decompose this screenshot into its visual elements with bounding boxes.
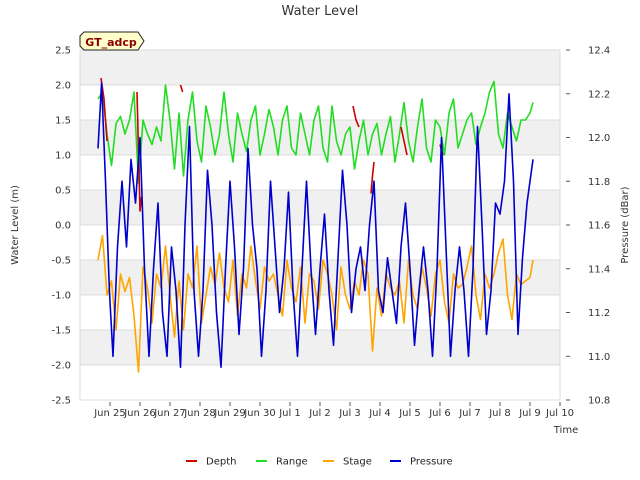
plot-band xyxy=(80,225,560,260)
x-tick-label: Jun 29 xyxy=(213,408,246,419)
legend-label-range: Range xyxy=(276,457,308,468)
legend-label-pressure: Pressure xyxy=(410,457,453,468)
series-line-stage xyxy=(97,234,534,373)
y-tick-label: -2.5 xyxy=(51,396,71,407)
x-tick-label: Jun 27 xyxy=(153,408,186,419)
y-tick-label: -1.5 xyxy=(51,326,71,337)
series-line-range xyxy=(97,80,534,184)
y-tick-label: 2.0 xyxy=(55,81,71,92)
x-tick-label: Jul 7 xyxy=(458,408,481,419)
y2-tick-label: 11.2 xyxy=(588,308,610,319)
site-label: GT_adcp xyxy=(85,36,137,49)
y2-tick-label: 10.8 xyxy=(588,396,610,407)
left-y-axis: -2.5 -2.0 -1.5 -1.0 -0.5 0.0 0.5 1.0 1.5 2.0 2.5 xyxy=(51,46,71,407)
x-tick-label: Jul 9 xyxy=(518,408,541,419)
x-tick-label: Jun 28 xyxy=(183,408,216,419)
legend-label-stage: Stage xyxy=(343,457,372,468)
x-tick-label: Jul 3 xyxy=(338,408,361,419)
y2-tick-label: 11.6 xyxy=(588,221,610,232)
y-tick-label: 1.5 xyxy=(55,116,71,127)
y2-tick-label: 12.4 xyxy=(588,46,610,57)
y2-axis-label: Pressure (dBar) xyxy=(620,186,631,263)
x-tick-label: Jul 8 xyxy=(488,408,511,419)
x-tick-label: Jul 2 xyxy=(308,408,331,419)
y2-tick-label: 12.2 xyxy=(588,89,610,100)
right-y-axis: 10.8 11.0 11.2 11.4 11.6 11.8 12.0 12.2 12.4 xyxy=(566,46,610,407)
x-tick-label: Jun 26 xyxy=(123,408,156,419)
series-line-pressure xyxy=(97,82,534,368)
y2-tick-label: 11.0 xyxy=(588,352,610,363)
x-tick-label: Jul 10 xyxy=(545,408,574,419)
y-tick-label: -0.5 xyxy=(51,256,71,267)
x-tick-label: Jul 1 xyxy=(278,408,301,419)
x-tick-label: Jun 25 xyxy=(93,408,126,419)
x-axis-label: Time xyxy=(553,425,578,436)
plot-band xyxy=(80,365,560,400)
plot-band xyxy=(80,190,560,225)
y-tick-label: 0.0 xyxy=(55,221,71,232)
y2-tick-label: 11.8 xyxy=(588,177,610,188)
plot-band xyxy=(80,50,560,85)
series-line-depth xyxy=(100,77,444,212)
legend-label-depth: Depth xyxy=(206,457,236,468)
chart-title: Water Level xyxy=(282,4,359,19)
x-tick-label: Jul 4 xyxy=(368,408,391,419)
y-tick-label: 0.5 xyxy=(55,186,71,197)
y-axis-label: Water Level (m) xyxy=(10,185,21,265)
series-layer xyxy=(97,77,534,373)
x-tick-label: Jul 5 xyxy=(398,408,421,419)
site-label-box: GT_adcp xyxy=(79,31,145,51)
y2-tick-label: 12.0 xyxy=(588,133,610,144)
site-label-badge xyxy=(79,31,145,51)
plot-band xyxy=(80,155,560,190)
plot-band xyxy=(80,330,560,365)
x-tick-label: Jul 6 xyxy=(428,408,451,419)
y2-tick-label: 11.4 xyxy=(588,264,610,275)
y-tick-label: -2.0 xyxy=(51,361,71,372)
y-tick-label: 2.5 xyxy=(55,46,71,57)
legend: Depth Range Stage Pressure xyxy=(186,457,453,468)
y-tick-label: 1.0 xyxy=(55,151,71,162)
x-tick-label: Jun 30 xyxy=(243,408,276,419)
y-tick-label: -1.0 xyxy=(51,291,71,302)
